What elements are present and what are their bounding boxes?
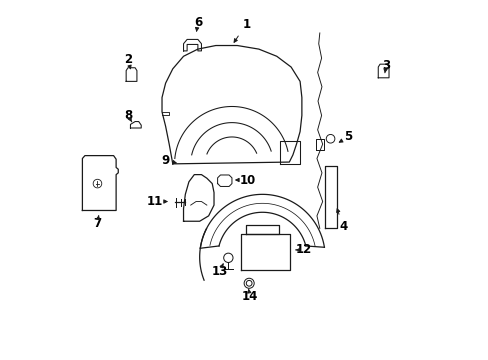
Text: 5: 5 — [344, 130, 352, 144]
Text: 2: 2 — [123, 53, 132, 66]
Text: 7: 7 — [93, 216, 102, 230]
Text: 14: 14 — [241, 290, 258, 303]
Text: 9: 9 — [161, 154, 169, 167]
Text: 12: 12 — [295, 243, 311, 256]
Text: 13: 13 — [211, 265, 227, 278]
Text: 6: 6 — [193, 16, 202, 29]
Text: 8: 8 — [123, 109, 132, 122]
Text: 3: 3 — [381, 59, 389, 72]
Text: 4: 4 — [338, 220, 346, 233]
Text: 1: 1 — [242, 18, 250, 31]
Text: 10: 10 — [240, 174, 256, 186]
Text: 11: 11 — [146, 195, 163, 208]
